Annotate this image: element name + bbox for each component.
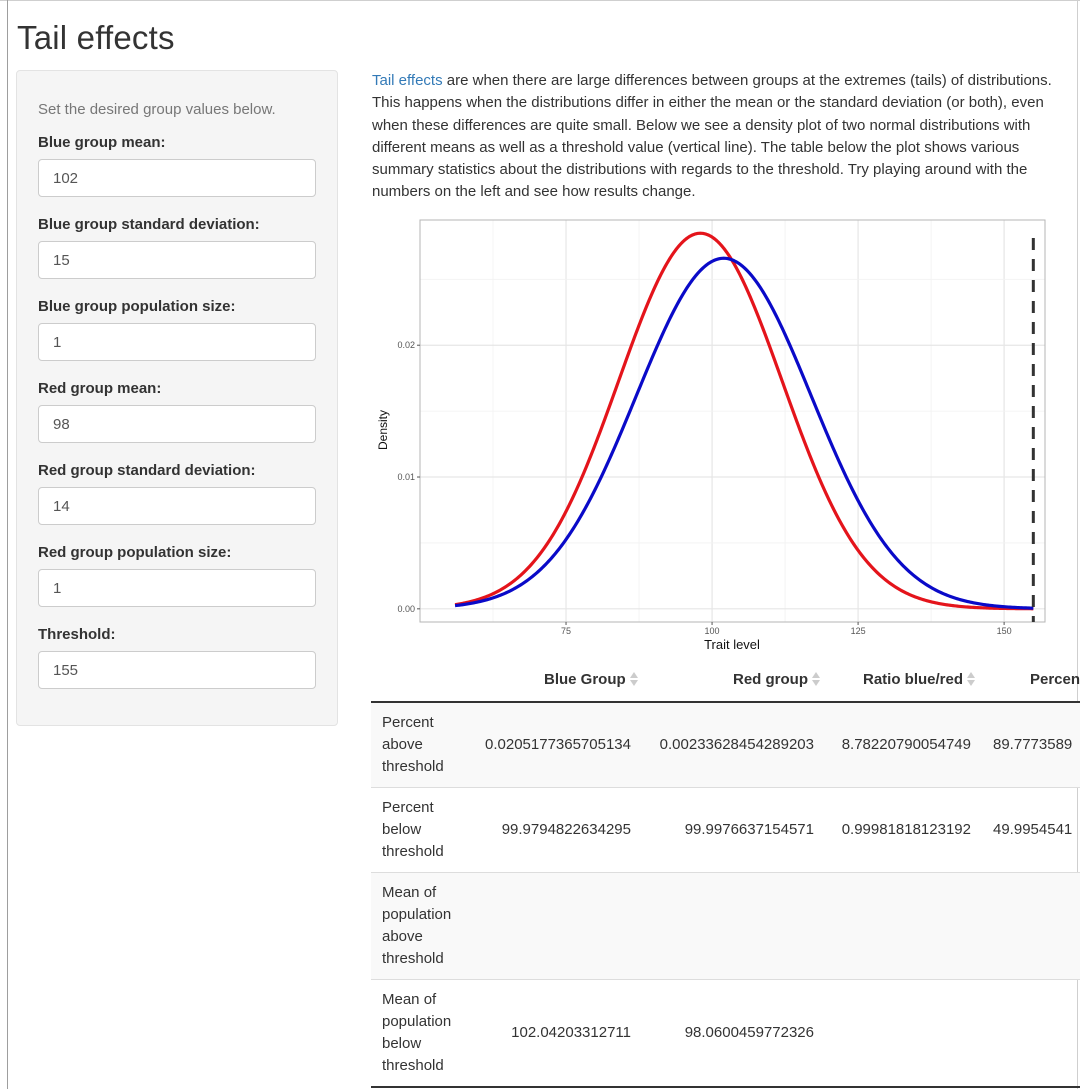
col-header-ratio-label: Ratio blue/red — [863, 671, 964, 688]
col-header-percent-label: Percent blue — [1030, 671, 1080, 688]
y-tick-label: 0.00 — [397, 604, 415, 614]
x-tick-label: 150 — [997, 626, 1012, 636]
cell-ratio: 8.78220790054749 — [841, 736, 971, 753]
col-header-red-label: Red group — [733, 671, 808, 688]
row-label: Percent above threshold — [382, 714, 444, 775]
col-header-percent[interactable]: Percent blue — [1030, 671, 1080, 688]
blue-group-density-line — [454, 256, 1034, 610]
y-tick-label: 0.01 — [397, 472, 415, 482]
panel-intro: Set the desired group values below. — [38, 101, 276, 118]
x-tick-label: 75 — [561, 626, 571, 636]
red-group-density-line — [454, 231, 1034, 611]
blue-mean-label: Blue group mean: — [38, 134, 166, 151]
blue-mean-input[interactable] — [38, 159, 316, 197]
plot-series — [454, 231, 1035, 622]
red-size-input[interactable] — [38, 569, 316, 607]
table-header: Blue Group Red group Ratio blue/red Perc… — [371, 659, 1080, 703]
row-label: Mean of population below threshold — [382, 991, 452, 1074]
red-mean-label: Red group mean: — [38, 380, 162, 397]
plot-panel-border — [419, 219, 1046, 623]
y-axis-title: Density — [376, 410, 390, 450]
table-row: Mean of population above threshold — [371, 873, 1080, 980]
col-header-blue-label: Blue Group — [544, 671, 626, 688]
cell-blue: 102.04203312711 — [511, 1024, 631, 1041]
tail-effects-link[interactable]: Tail effects — [372, 72, 443, 89]
y-tick-label: 0.02 — [397, 340, 415, 350]
x-axis-title: Trait level — [704, 637, 760, 652]
blue-sd-input[interactable] — [38, 241, 316, 279]
x-tick-label: 125 — [851, 626, 866, 636]
row-label: Mean of population above threshold — [382, 884, 452, 967]
cell-percent: 89.7773589 — [993, 736, 1073, 753]
window-right-border — [1077, 0, 1078, 1089]
plot-axis-ticks: 75 100 125 150 0.00 0.01 0.02 — [397, 340, 1011, 636]
col-header-red[interactable]: Red group — [733, 671, 821, 688]
red-sd-label: Red group standard deviation: — [38, 462, 256, 479]
red-mean-input[interactable] — [38, 405, 316, 443]
sort-icon — [629, 671, 639, 687]
cell-ratio: 0.99981818123192 — [841, 821, 971, 838]
cell-blue: 0.0205177365705134 — [485, 736, 631, 753]
table-header-divider — [371, 701, 1080, 703]
sort-icon — [812, 671, 821, 687]
col-header-ratio[interactable]: Ratio blue/red — [863, 671, 976, 688]
sort-icon — [967, 671, 976, 687]
blue-size-label: Blue group population size: — [38, 298, 236, 315]
cell-red: 0.00233628454289203 — [659, 736, 814, 753]
table-row: Percent above threshold 0.02051773657051… — [371, 703, 1080, 788]
threshold-label: Threshold: — [38, 626, 116, 643]
table-bottom-border — [371, 1086, 1080, 1088]
window-top-border — [0, 0, 1080, 1]
red-sd-input[interactable] — [38, 487, 316, 525]
input-panel: Set the desired group values below. Blue… — [16, 70, 338, 726]
table-row: Percent below threshold 99.9794822634295… — [371, 788, 1080, 873]
cell-red: 99.9976637154571 — [684, 821, 814, 838]
blue-size-input[interactable] — [38, 323, 316, 361]
table-row: Mean of population below threshold 102.0… — [371, 980, 1080, 1087]
red-size-label: Red group population size: — [38, 544, 232, 561]
cell-percent: 49.9954541 — [993, 821, 1073, 838]
threshold-input[interactable] — [38, 651, 316, 689]
blue-sd-label: Blue group standard deviation: — [38, 216, 260, 233]
col-header-blue[interactable]: Blue Group — [544, 671, 639, 688]
density-plot: 75 100 125 150 0.00 0.01 0.02 Trait level Dens… — [376, 219, 1046, 652]
window-left-border — [7, 0, 8, 1089]
cell-red: 98.0600459772326 — [684, 1024, 814, 1041]
description: Tail effects are when there are large di… — [372, 70, 1062, 204]
plot-gridlines — [420, 220, 1045, 622]
description-text: are when there are large differences bet… — [372, 72, 1052, 201]
page-title: Tail effects — [17, 19, 175, 56]
x-tick-label: 100 — [705, 626, 720, 636]
cell-blue: 99.9794822634295 — [501, 821, 631, 838]
row-label: Percent below threshold — [382, 799, 444, 860]
